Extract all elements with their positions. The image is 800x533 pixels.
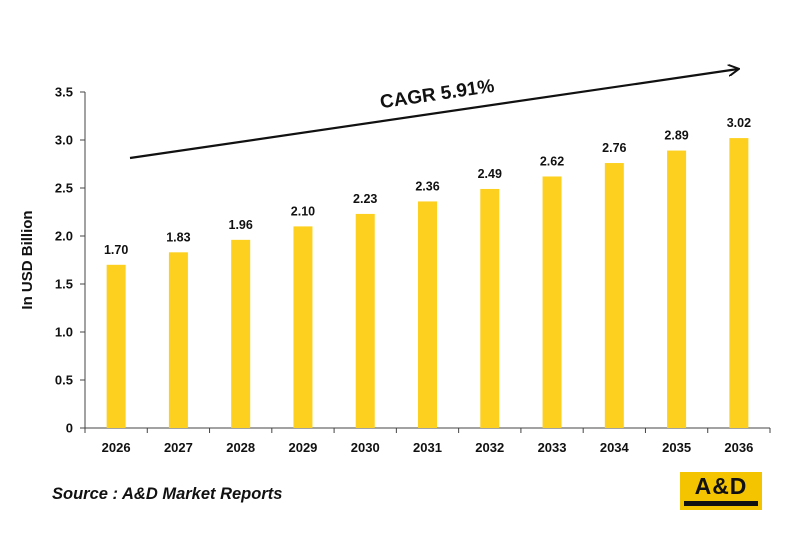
data-label-2036: 3.02 [727, 116, 751, 130]
data-label-2035: 2.89 [664, 129, 688, 143]
x-tick-label-2027: 2027 [164, 440, 193, 455]
bar-2029 [293, 226, 313, 428]
x-tick-label-2032: 2032 [475, 440, 504, 455]
bar-2026 [106, 264, 126, 428]
x-axis: 2026 2027 2028 2029 2030 2031 2032 2033 2034 2035… [84, 427, 771, 455]
cagr-arrow [129, 69, 738, 160]
data-label-2033: 2.62 [540, 154, 564, 168]
y-tick-label: 2.0 [55, 229, 73, 244]
bar-2033 [542, 176, 562, 428]
data-label-2034: 2.76 [602, 141, 626, 155]
x-tick-label-2028: 2028 [226, 440, 255, 455]
y-axis: 0 0.5 1.0 1.5 2.0 2.5 3.0 3.5 [55, 85, 86, 436]
x-tick-label-2030: 2030 [351, 440, 380, 455]
logo-text: A&D [694, 473, 748, 499]
data-label-2026: 1.70 [104, 243, 128, 257]
y-tick-label: 3.5 [55, 85, 73, 100]
data-label-2029: 2.10 [291, 204, 315, 218]
x-tick-label-2029: 2029 [288, 440, 317, 455]
logo-strip [684, 501, 758, 506]
y-tick-label: 3.0 [55, 133, 73, 148]
bar-2030 [355, 213, 375, 428]
y-tick-label: 1.0 [55, 325, 73, 340]
company-logo: A&D [680, 472, 762, 510]
bar-2031 [418, 201, 437, 428]
bar-2032 [480, 188, 500, 428]
source-caption: Source : A&D Market Reports [52, 485, 283, 503]
data-label-2027: 1.83 [166, 230, 190, 244]
x-tick-label-2033: 2033 [538, 440, 567, 455]
data-labels: 1.70 1.83 1.96 2.10 2.23 2.36 2.49 2.62 2.76 2.89… [104, 116, 751, 257]
y-tick-label: 0 [66, 421, 73, 436]
bar-2034 [604, 163, 624, 429]
y-tick-label: 1.5 [55, 277, 73, 292]
bar-2027 [168, 252, 188, 428]
data-label-2030: 2.23 [353, 192, 377, 206]
bar-2035 [667, 150, 687, 428]
x-tick-label-2034: 2034 [600, 440, 630, 455]
bar-2036 [729, 138, 749, 428]
y-tick-label: 0.5 [55, 373, 73, 388]
y-tick-label: 2.5 [55, 181, 73, 196]
bars [106, 138, 749, 429]
data-label-2031: 2.36 [415, 179, 439, 193]
x-tick-label-2036: 2036 [724, 440, 753, 455]
x-tick-label-2026: 2026 [102, 440, 131, 455]
x-tick-label-2031: 2031 [413, 440, 442, 455]
data-label-2032: 2.49 [478, 167, 502, 181]
x-tick-label-2035: 2035 [662, 440, 691, 455]
y-axis-title: In USD Billion [19, 210, 36, 309]
bar-2028 [231, 239, 251, 428]
data-label-2028: 1.96 [229, 218, 253, 232]
